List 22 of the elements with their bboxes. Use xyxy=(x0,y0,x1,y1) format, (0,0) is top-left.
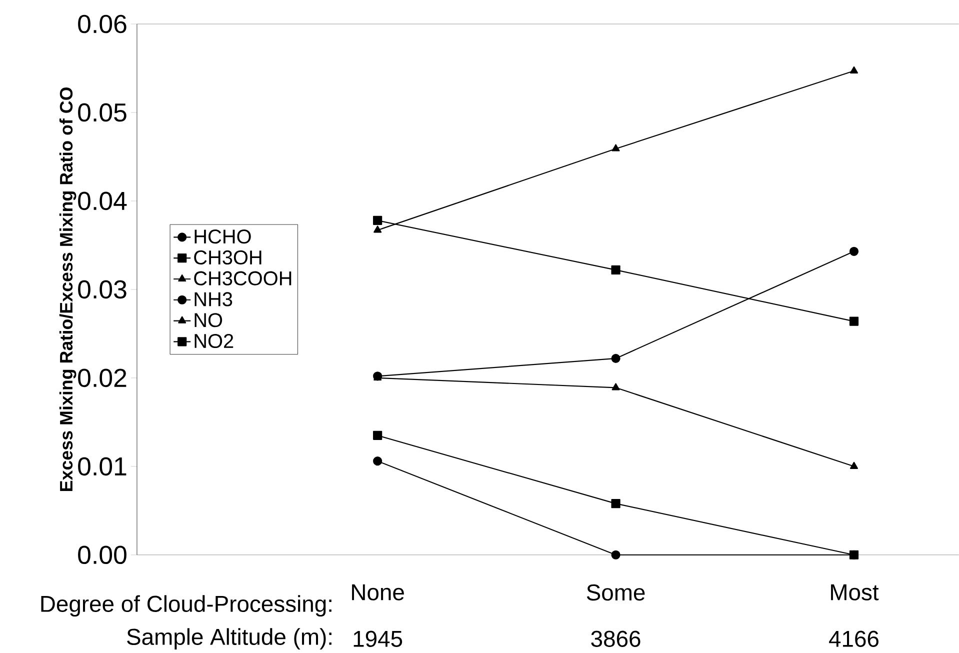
y-axis-title: Excess Mixing Ratio/Excess Mixing Ratio of CO xyxy=(59,88,76,492)
y-tick-label: 0.01 xyxy=(78,457,126,476)
legend-label: NH3 xyxy=(194,292,232,306)
legend-label: NO2 xyxy=(194,334,234,348)
y-tick-label: 0.04 xyxy=(78,192,127,210)
x-tick-label: None xyxy=(352,584,404,600)
x-tick-label: Some xyxy=(586,584,645,601)
text: 4166 xyxy=(829,630,878,648)
text: 3866 xyxy=(591,630,640,648)
legend-label: NO xyxy=(194,313,222,328)
y-tick-label: 0.05 xyxy=(78,103,126,122)
legend-label: CH3OH xyxy=(194,250,262,265)
y-tick-label: 0.00 xyxy=(78,546,126,564)
text: 1945 xyxy=(354,630,402,648)
legend-label: CH3COOH xyxy=(194,271,292,286)
y-tick-label: 0.02 xyxy=(78,368,126,388)
y-tick-label: 0.06 xyxy=(78,14,126,34)
legend-label: HCHO xyxy=(194,230,251,244)
y-tick-label: 0.03 xyxy=(78,280,126,299)
x-tick-label: Most xyxy=(831,584,879,600)
x-axis-title: Degree of Cloud-Processing: xyxy=(41,595,332,617)
text: Sample Altitude (m): xyxy=(127,628,332,650)
